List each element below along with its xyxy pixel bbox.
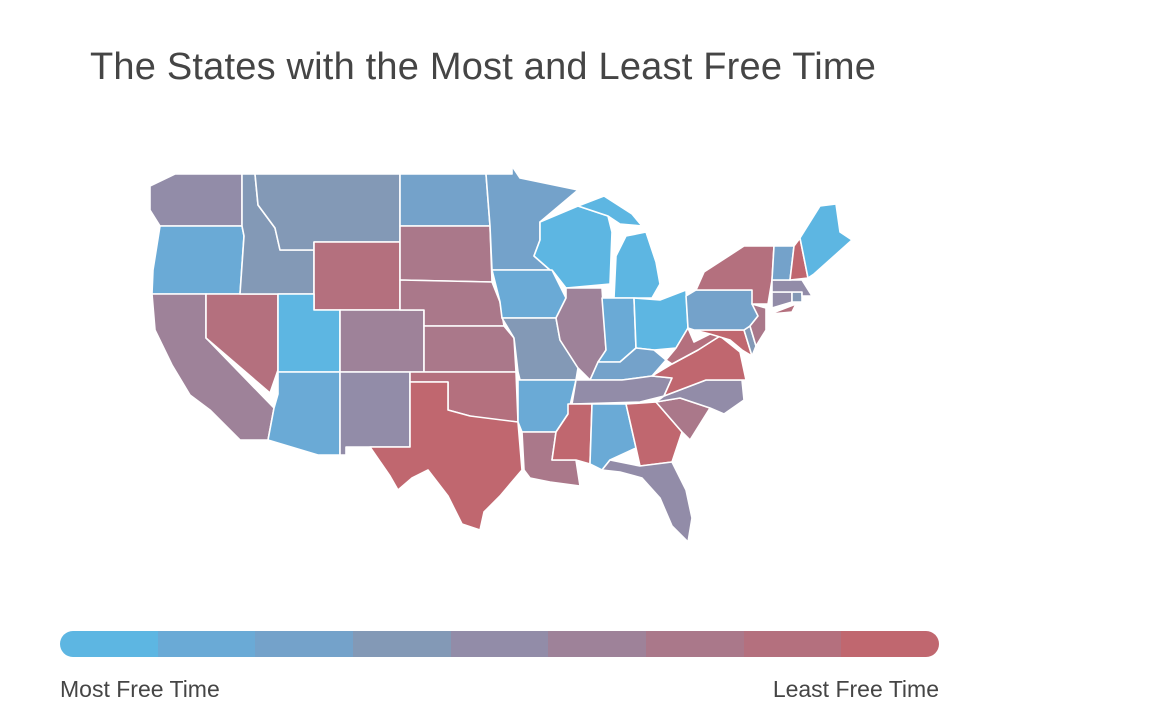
- state-mt[interactable]: [254, 173, 401, 251]
- state-mi[interactable]: [577, 195, 661, 299]
- legend-label-most: Most Free Time: [60, 676, 220, 702]
- state-nd[interactable]: [399, 173, 491, 227]
- state-wa[interactable]: [149, 173, 243, 227]
- legend-swatch: [841, 631, 939, 657]
- legend-color-scale: [60, 631, 939, 657]
- legend-swatch: [157, 631, 256, 657]
- legend-swatch: [646, 631, 744, 657]
- state-or[interactable]: [151, 225, 245, 295]
- state-ct[interactable]: [771, 291, 793, 309]
- state-pa[interactable]: [685, 289, 759, 331]
- legend-swatch: [450, 631, 549, 657]
- state-me[interactable]: [799, 203, 853, 279]
- legend-swatch: [255, 631, 354, 657]
- legend-label-least: Least Free Time: [772, 676, 939, 702]
- state-ia[interactable]: [491, 269, 567, 319]
- legend-swatch: [353, 631, 451, 657]
- state-nj[interactable]: [749, 303, 767, 347]
- state-wy[interactable]: [313, 241, 401, 311]
- state-az[interactable]: [267, 371, 341, 456]
- state-co[interactable]: [339, 309, 425, 373]
- state-tx[interactable]: [369, 381, 523, 531]
- state-ma[interactable]: [771, 279, 813, 297]
- state-ks[interactable]: [423, 325, 517, 373]
- state-fl[interactable]: [601, 459, 693, 543]
- legend-swatch: [548, 631, 647, 657]
- state-ri[interactable]: [791, 291, 803, 303]
- map-title: The States with the Most and Least Free …: [90, 46, 877, 88]
- us-states-map: [149, 165, 853, 543]
- state-sd[interactable]: [399, 225, 493, 283]
- legend-swatch: [60, 631, 158, 657]
- state-nm[interactable]: [339, 371, 411, 456]
- state-tn[interactable]: [571, 375, 673, 405]
- legend-swatch: [743, 631, 842, 657]
